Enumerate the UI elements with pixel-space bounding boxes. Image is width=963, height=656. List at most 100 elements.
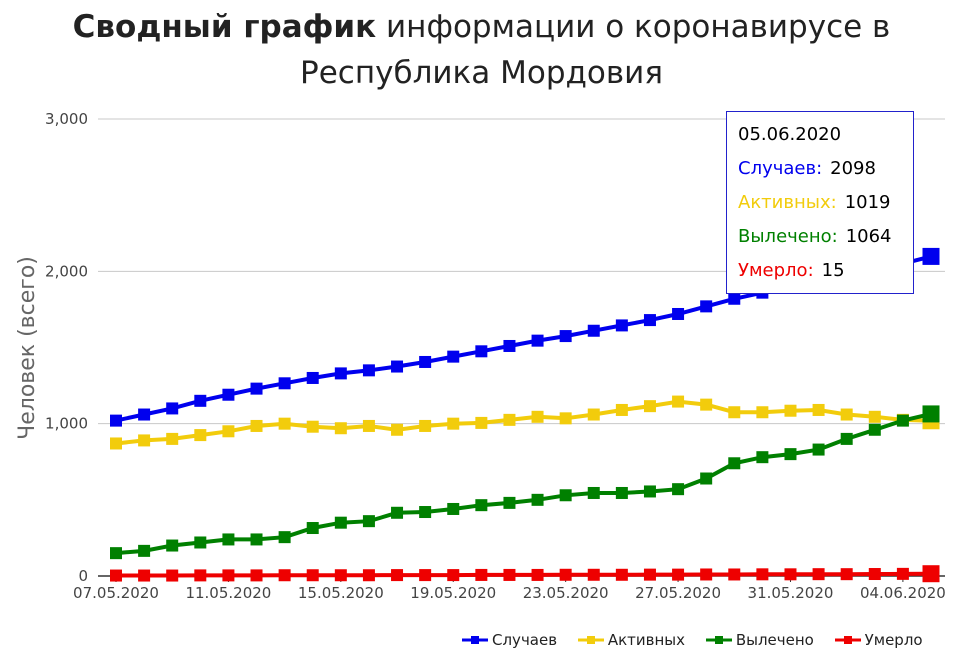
data-point[interactable] (278, 531, 291, 544)
data-point[interactable] (615, 568, 628, 581)
data-point[interactable] (334, 516, 347, 529)
data-point[interactable] (812, 403, 825, 416)
data-point[interactable] (587, 408, 600, 421)
data-point[interactable] (531, 410, 544, 423)
data-point[interactable] (138, 544, 151, 557)
data-point[interactable] (587, 324, 600, 337)
data-point[interactable] (672, 395, 685, 408)
data-point[interactable] (306, 522, 319, 535)
legend-item-deaths[interactable]: Умерло (834, 631, 923, 649)
data-point[interactable] (362, 419, 375, 432)
data-point[interactable] (587, 486, 600, 499)
data-point[interactable] (447, 417, 460, 430)
data-point[interactable] (672, 483, 685, 496)
data-point[interactable] (559, 489, 572, 502)
data-point[interactable] (728, 568, 741, 581)
data-point[interactable] (194, 429, 207, 442)
data-point[interactable] (222, 388, 235, 401)
data-point[interactable] (110, 437, 122, 450)
data-point[interactable] (362, 569, 375, 582)
data-point[interactable] (868, 410, 881, 423)
data-point[interactable] (756, 406, 769, 419)
data-point[interactable] (700, 568, 713, 581)
data-point[interactable] (222, 425, 235, 438)
data-point[interactable] (419, 506, 432, 519)
data-point[interactable] (840, 432, 853, 445)
data-point[interactable] (840, 568, 853, 581)
data-point[interactable] (334, 367, 347, 380)
data-point[interactable] (643, 485, 656, 498)
data-point[interactable] (559, 412, 572, 425)
data-point[interactable] (194, 394, 207, 407)
data-point[interactable] (362, 364, 375, 377)
data-point[interactable] (868, 568, 881, 581)
data-point[interactable] (503, 568, 516, 581)
data-point[interactable] (419, 355, 432, 368)
data-point[interactable] (334, 422, 347, 435)
data-point[interactable] (278, 377, 291, 390)
data-point[interactable] (643, 400, 656, 413)
data-point[interactable] (896, 414, 909, 427)
data-point[interactable] (615, 319, 628, 332)
data-point[interactable] (728, 292, 741, 305)
data-point[interactable] (222, 569, 235, 582)
data-point[interactable] (700, 472, 713, 485)
data-point[interactable] (559, 568, 572, 581)
data-point[interactable] (166, 539, 179, 552)
data-point[interactable] (391, 360, 404, 373)
data-point[interactable] (110, 569, 122, 582)
data-point[interactable] (812, 568, 825, 581)
data-point[interactable] (110, 414, 122, 427)
legend-item-cases[interactable]: Случаев (462, 631, 557, 649)
data-point[interactable] (756, 451, 769, 464)
data-point[interactable] (250, 533, 263, 546)
data-point[interactable] (475, 345, 488, 358)
data-point[interactable] (700, 300, 713, 313)
data-point[interactable] (559, 330, 572, 343)
data-point[interactable] (922, 405, 940, 423)
data-point[interactable] (447, 502, 460, 515)
data-point[interactable] (643, 568, 656, 581)
data-point[interactable] (922, 247, 940, 265)
data-point[interactable] (419, 419, 432, 432)
data-point[interactable] (447, 350, 460, 363)
data-point[interactable] (419, 569, 432, 582)
data-point[interactable] (250, 569, 263, 582)
data-point[interactable] (166, 432, 179, 445)
data-point[interactable] (306, 371, 319, 384)
data-point[interactable] (166, 402, 179, 415)
data-point[interactable] (700, 398, 713, 411)
data-point[interactable] (868, 423, 881, 436)
data-point[interactable] (503, 413, 516, 426)
data-point[interactable] (475, 499, 488, 512)
data-point[interactable] (391, 423, 404, 436)
data-point[interactable] (306, 569, 319, 582)
data-point[interactable] (250, 382, 263, 395)
data-point[interactable] (756, 568, 769, 581)
data-point[interactable] (840, 408, 853, 421)
data-point[interactable] (475, 568, 488, 581)
data-point[interactable] (812, 443, 825, 456)
data-point[interactable] (587, 568, 600, 581)
data-point[interactable] (391, 569, 404, 582)
data-point[interactable] (728, 406, 741, 419)
data-point[interactable] (138, 408, 151, 421)
data-point[interactable] (138, 569, 151, 582)
data-point[interactable] (278, 417, 291, 430)
data-point[interactable] (250, 419, 263, 432)
data-point[interactable] (475, 416, 488, 429)
data-point[interactable] (362, 515, 375, 528)
data-point[interactable] (222, 533, 235, 546)
data-point[interactable] (728, 457, 741, 470)
data-point[interactable] (615, 403, 628, 416)
data-point[interactable] (306, 420, 319, 433)
data-point[interactable] (334, 569, 347, 582)
data-point[interactable] (503, 496, 516, 509)
data-point[interactable] (672, 307, 685, 320)
data-point[interactable] (531, 334, 544, 347)
legend-item-recovered[interactable]: Вылечено (705, 631, 814, 649)
data-point[interactable] (503, 339, 516, 352)
data-point[interactable] (922, 565, 940, 583)
data-point[interactable] (138, 434, 151, 447)
data-point[interactable] (672, 568, 685, 581)
